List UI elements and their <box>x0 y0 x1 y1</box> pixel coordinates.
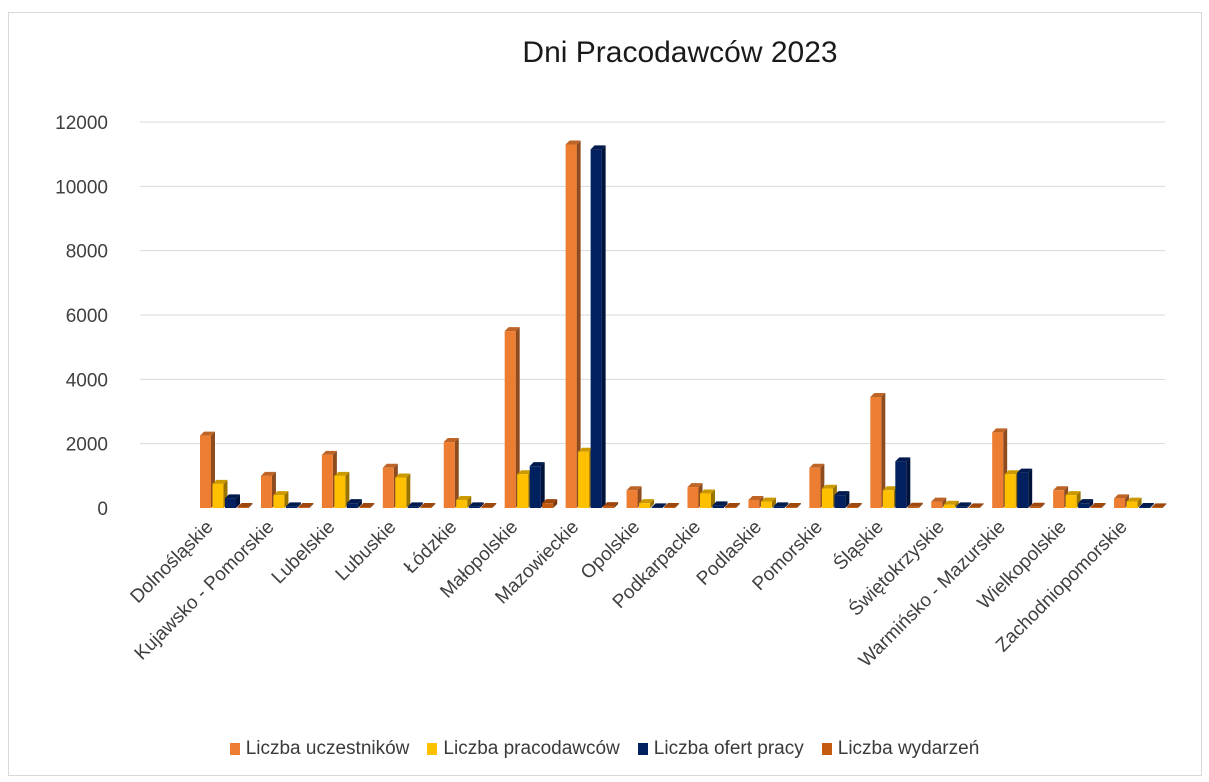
legend-swatch <box>821 743 832 755</box>
y-tick-label: 10000 <box>55 177 108 198</box>
bar <box>260 471 276 508</box>
legend-item: Liczba ofert pracy <box>637 738 804 760</box>
bar <box>1029 502 1045 508</box>
bar <box>846 503 862 508</box>
legend-swatch <box>427 743 438 755</box>
legend-label: Liczba uczestników <box>245 738 410 759</box>
gridlines <box>140 121 1165 445</box>
bar <box>481 503 497 508</box>
bar <box>931 497 947 508</box>
bar <box>359 503 375 508</box>
bar <box>443 438 459 508</box>
legend-item: Liczba wydarzeń <box>821 738 980 760</box>
bar <box>456 495 472 508</box>
bar <box>529 462 545 508</box>
bar <box>225 494 240 508</box>
legend-swatch <box>229 743 240 755</box>
legend-item: Liczba pracodawców <box>427 738 620 760</box>
bar <box>1126 497 1142 508</box>
bar <box>504 327 520 508</box>
bar <box>395 473 411 508</box>
bar <box>407 502 423 508</box>
bar <box>907 502 923 508</box>
bar <box>664 503 680 508</box>
bar <box>651 503 667 508</box>
bar <box>334 471 350 508</box>
bar <box>712 501 728 508</box>
bar <box>298 503 314 508</box>
bar <box>725 503 740 508</box>
x-category-label: Łódzkie <box>400 517 461 578</box>
bar <box>346 499 362 508</box>
x-category-label: Śląskie <box>829 516 888 575</box>
bar <box>1139 503 1155 508</box>
bar <box>420 503 436 508</box>
bar <box>468 502 484 508</box>
x-category-label: Lubuskie <box>332 517 401 586</box>
bar <box>785 503 801 508</box>
legend-label: Liczba ofert pracy <box>653 738 804 759</box>
bar <box>870 393 886 508</box>
bar <box>834 491 850 508</box>
legend-swatch <box>637 743 648 755</box>
y-tick-label: 2000 <box>66 435 108 456</box>
bar <box>956 502 972 508</box>
bar <box>1017 468 1033 508</box>
bar <box>968 503 984 508</box>
chart-frame <box>8 12 1202 776</box>
bar <box>237 503 253 508</box>
y-tick-label: 6000 <box>66 306 108 327</box>
bar <box>565 140 581 508</box>
legend-item: Liczba uczestników <box>229 738 410 760</box>
bar <box>542 499 558 508</box>
bar <box>1151 503 1167 508</box>
bar <box>1078 499 1094 508</box>
legend: Liczba uczestników Liczba pracodawców Licz… <box>0 738 1209 760</box>
x-category-label: Lubelskie <box>268 517 340 589</box>
y-tick-label: 8000 <box>66 242 108 263</box>
bar <box>943 500 959 508</box>
y-tick-label: 0 <box>97 499 108 520</box>
bar <box>1065 491 1081 508</box>
bar <box>773 502 789 508</box>
y-tick-label: 12000 <box>55 113 108 134</box>
bar <box>273 491 289 508</box>
legend-label: Liczba pracodawców <box>443 738 620 759</box>
bar <box>590 145 606 508</box>
y-axis: 0 2000 4000 6000 8000 10000 12000 <box>55 113 108 520</box>
bar <box>603 502 619 508</box>
bar <box>760 497 776 508</box>
bar <box>639 499 655 508</box>
bar <box>895 457 911 508</box>
bar <box>700 489 715 508</box>
bars <box>200 140 1167 508</box>
legend-label: Liczba wydarzeń <box>837 738 980 759</box>
y-tick-label: 4000 <box>66 370 108 391</box>
chart-title: Dni Pracodawców 2023 <box>522 36 837 69</box>
bar <box>1090 503 1106 508</box>
bar <box>285 502 301 508</box>
